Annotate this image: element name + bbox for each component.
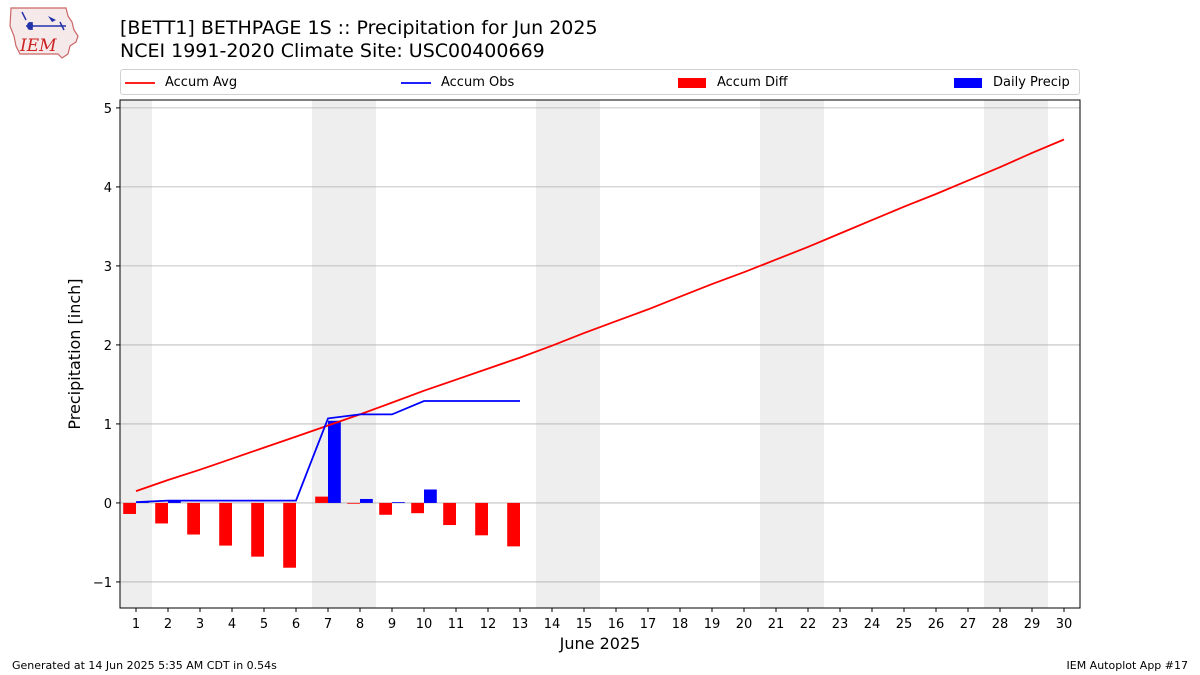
y-axis-label: Precipitation [inch]	[65, 278, 84, 429]
legend-label-accum-diff: Accum Diff	[717, 75, 788, 90]
x-tick-label: 24	[864, 617, 881, 632]
daily-precip-bar	[360, 498, 373, 503]
daily-precip-bar	[424, 489, 437, 503]
legend-swatch-accum-obs	[401, 82, 431, 84]
x-tick-label: 3	[196, 617, 204, 632]
x-tick-label: 9	[388, 617, 396, 632]
x-tick-label: 27	[960, 617, 977, 632]
x-tick-label: 17	[640, 617, 657, 632]
accum-avg-line	[135, 138, 1065, 492]
x-tick-label: 6	[292, 617, 300, 632]
x-tick-label: 7	[324, 617, 332, 632]
app-footer: IEM Autoplot App #17	[1066, 659, 1189, 672]
chart-title: [BETT1] BETHPAGE 1S :: Precipitation for…	[120, 17, 598, 39]
x-tick-label: 13	[512, 617, 529, 632]
weekend-bands	[120, 100, 1048, 608]
y-tick-label: 1	[104, 418, 112, 433]
y-tick-label: 4	[104, 181, 112, 196]
legend-accum-obs: Accum Obs	[401, 74, 601, 92]
x-tick-label: 11	[448, 617, 465, 632]
x-tick-label: 10	[416, 617, 433, 632]
x-tick-label: 28	[992, 617, 1009, 632]
accum-diff-bar	[379, 502, 392, 515]
iem-logo: IEM	[9, 7, 79, 59]
y-tick-label: 3	[104, 260, 112, 275]
weekend-band-2	[312, 100, 376, 608]
accum-obs-line	[135, 400, 520, 503]
x-tick-label: 2	[164, 617, 172, 632]
plot-frame	[119, 99, 1081, 609]
legend-swatch-accum-diff	[678, 78, 706, 88]
legend-daily-precip: Daily Precip	[953, 74, 1083, 92]
x-tick-label: 16	[608, 617, 625, 632]
y-tick-label: 0	[104, 497, 112, 512]
x-axis-label: June 2025	[559, 634, 641, 653]
legend-label-accum-obs: Accum Obs	[441, 75, 515, 90]
x-tick-label: 1	[132, 617, 140, 632]
x-tick-label: 21	[768, 617, 785, 632]
daily-precip-bars	[136, 420, 437, 503]
accum-diff-bar	[123, 502, 136, 514]
accum-diff-bar	[155, 502, 168, 524]
chart-subtitle: NCEI 1991-2020 Climate Site: USC00400669	[120, 40, 545, 62]
legend-accum-avg: Accum Avg	[125, 74, 325, 92]
accum-diff-bar	[219, 502, 232, 546]
accum-diff-bars	[123, 496, 520, 568]
x-tick-label: 20	[736, 617, 753, 632]
legend-swatch-accum-avg	[125, 82, 155, 84]
accum-diff-bar	[315, 496, 328, 503]
series-lines	[135, 138, 1065, 503]
weekend-band-4	[760, 100, 824, 608]
accum-diff-bar	[347, 502, 360, 504]
y-tick-label: 5	[104, 102, 112, 117]
x-tick-label: 5	[260, 617, 268, 632]
x-tick-label: 18	[672, 617, 689, 632]
accum-diff-bar	[187, 502, 200, 535]
x-axis: 1 2 3 4 5 6 7 8 9 10 11 12 13 14 15 16 17 18 19 20 21 22 23 24 2…	[132, 608, 1072, 632]
x-tick-label: 25	[896, 617, 913, 632]
x-tick-label: 26	[928, 617, 945, 632]
accum-diff-bar	[251, 502, 264, 557]
svg-text:IEM: IEM	[19, 36, 57, 56]
chart-legend: Accum Avg Accum Obs Accum Diff Daily Pre…	[120, 69, 1080, 95]
weekend-band-1	[120, 100, 152, 608]
accum-diff-bar	[283, 502, 296, 568]
legend-label-accum-avg: Accum Avg	[165, 75, 238, 90]
x-tick-label: 4	[228, 617, 236, 632]
legend-accum-diff: Accum Diff	[677, 74, 877, 92]
y-tick-label: 2	[104, 339, 112, 354]
accum-diff-bar	[507, 502, 520, 547]
x-tick-label: 19	[704, 617, 721, 632]
x-tick-label: 23	[832, 617, 849, 632]
weekend-band-3	[536, 100, 600, 608]
gridlines	[120, 107, 1080, 583]
accum-diff-bar	[443, 502, 456, 526]
x-tick-label: 29	[1024, 617, 1041, 632]
y-tick-label: −1	[93, 576, 112, 591]
weekend-band-5	[984, 100, 1048, 608]
x-tick-label: 30	[1056, 617, 1073, 632]
legend-label-daily-precip: Daily Precip	[993, 75, 1070, 90]
x-tick-label: 22	[800, 617, 817, 632]
accum-diff-bar	[475, 502, 488, 536]
x-tick-label: 12	[480, 617, 497, 632]
legend-swatch-daily-precip	[954, 78, 982, 88]
generated-footer: Generated at 14 Jun 2025 5:35 AM CDT in …	[12, 659, 277, 672]
accum-diff-bar	[411, 502, 424, 514]
x-tick-label: 14	[544, 617, 561, 632]
daily-precip-bar	[328, 420, 341, 503]
x-tick-label: 8	[356, 617, 364, 632]
x-tick-label: 15	[576, 617, 593, 632]
y-axis: −1 0 1 2 3 4 5	[93, 102, 120, 591]
daily-precip-bar	[168, 501, 181, 503]
daily-precip-bar	[136, 502, 149, 503]
daily-precip-bar	[392, 502, 405, 503]
